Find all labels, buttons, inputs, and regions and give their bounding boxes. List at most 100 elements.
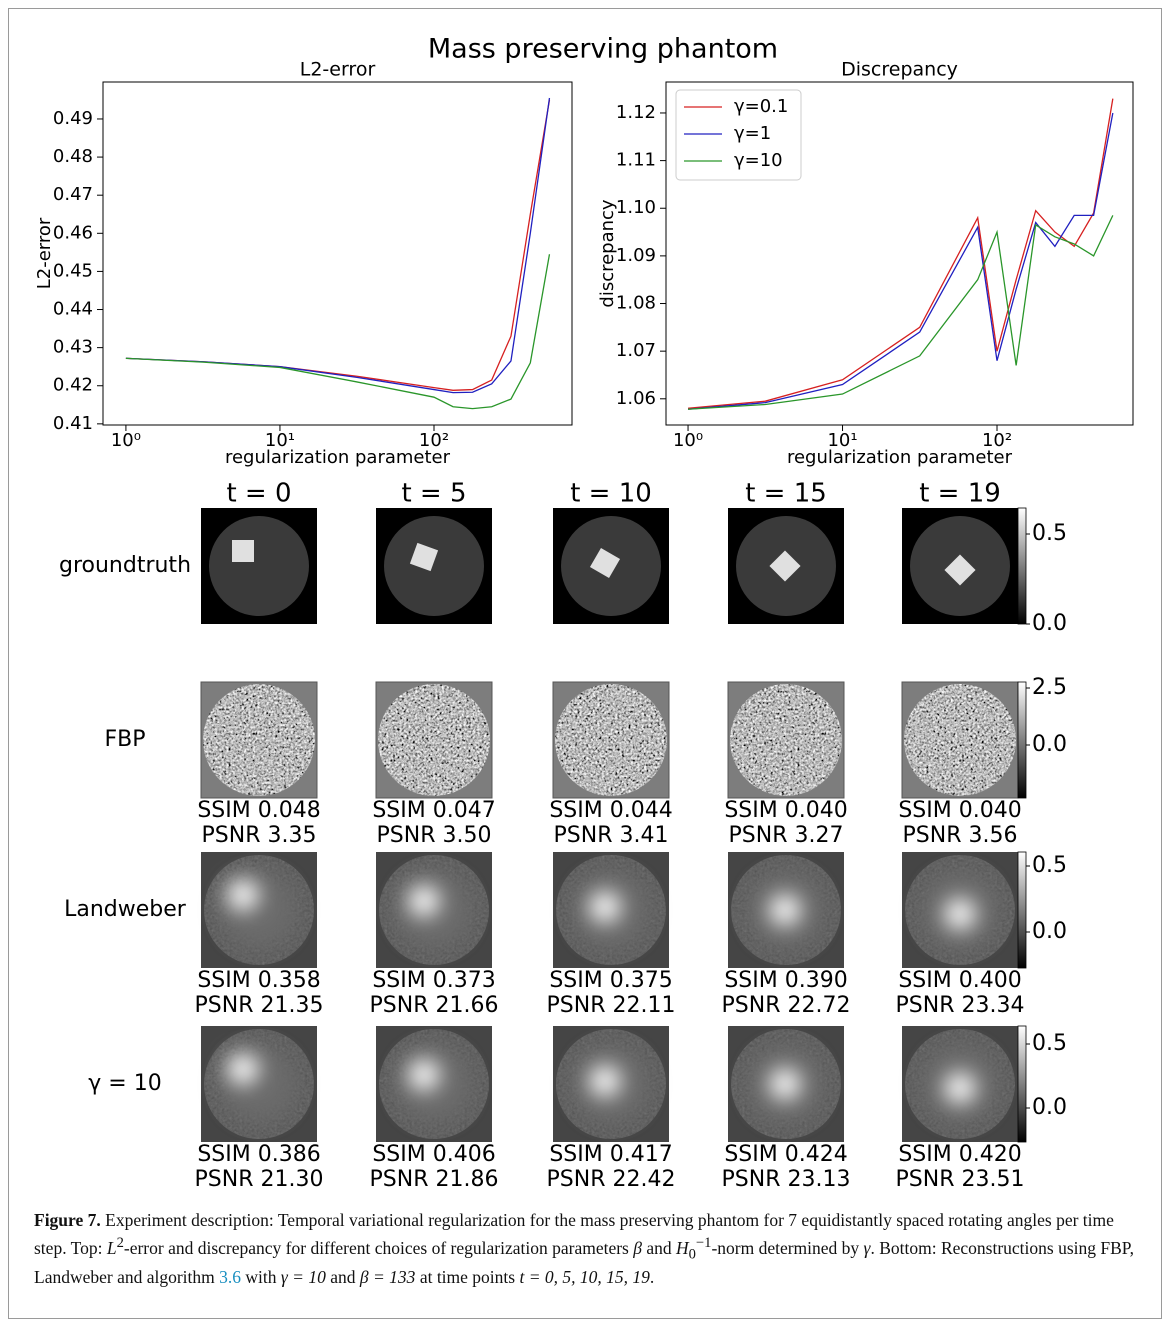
psnr-label: PSNR 21.86: [370, 1167, 499, 1192]
y-tick-label: 1.06: [616, 388, 656, 409]
x-tick-label: 10²: [982, 430, 1012, 451]
psnr-label: PSNR 3.56: [903, 823, 1018, 848]
psnr-label: PSNR 22.42: [547, 1167, 676, 1192]
image: [553, 852, 669, 968]
colorbar-label: 0.0: [1032, 732, 1067, 757]
legend-label: γ=0.1: [734, 96, 788, 117]
x-tick-label: 10⁰: [111, 430, 141, 451]
recon-blob: [227, 1053, 259, 1085]
colorbar-label: 0.5: [1032, 521, 1067, 546]
noise: [904, 684, 1016, 796]
image: [728, 508, 844, 624]
recon-blob: [408, 1059, 440, 1091]
plot-area: [102, 81, 573, 426]
caption-text: -norm determined by: [711, 1237, 864, 1258]
row-label: FBP: [104, 727, 145, 752]
column-title: t = 5: [401, 479, 466, 509]
y-tick-label: 0.45: [53, 260, 93, 281]
series-line: [125, 254, 551, 410]
row-label: groundtruth: [59, 553, 191, 578]
caption-link[interactable]: 3.6: [219, 1267, 242, 1288]
phantom-square: [589, 547, 621, 579]
psnr-label: PSNR 3.50: [377, 823, 492, 848]
y-tick-label: 0.49: [53, 108, 93, 129]
caption-label: Figure 7.: [34, 1210, 101, 1230]
recon-blob: [408, 885, 440, 917]
recon-blob: [589, 1065, 621, 1097]
y-tick-label: 0.48: [53, 146, 93, 167]
caption-math: γ: [863, 1237, 871, 1258]
y-tick-label: 0.42: [53, 375, 93, 396]
colorbar: [1017, 507, 1027, 625]
y-tick-label: 0.43: [53, 337, 93, 358]
ssim-label: SSIM 0.373: [372, 968, 495, 993]
ssim-label: SSIM 0.044: [549, 798, 672, 823]
y-tick-label: 1.09: [616, 245, 656, 266]
image: [201, 508, 317, 624]
phantom-disc: [384, 516, 484, 616]
recon-blob: [769, 894, 801, 926]
caption-math: γ = 10: [280, 1267, 326, 1288]
psnr-label: PSNR 23.34: [896, 993, 1025, 1018]
column-title: t = 0: [226, 479, 291, 509]
psnr-label: PSNR 3.35: [202, 823, 317, 848]
psnr-label: PSNR 3.41: [554, 823, 669, 848]
x-tick-label: 10¹: [265, 430, 295, 451]
image: [728, 852, 844, 968]
image: [201, 852, 317, 968]
psnr-label: PSNR 21.35: [195, 993, 324, 1018]
row-label: Landweber: [64, 897, 187, 922]
y-tick-label: 0.47: [53, 184, 93, 205]
ssim-label: SSIM 0.386: [197, 1142, 320, 1167]
x-axis-label: regularization parameter: [787, 447, 1013, 468]
caption-math: β: [633, 1237, 642, 1258]
series-line: [687, 98, 1114, 409]
recon-blob: [944, 898, 976, 930]
colorbar: [1017, 851, 1027, 969]
y-tick-label: 0.44: [53, 299, 93, 320]
noise: [203, 684, 315, 796]
column-title: t = 19: [919, 479, 1001, 509]
recon-blob: [769, 1068, 801, 1100]
y-axis-label: L2-error: [34, 217, 55, 289]
phantom-disc: [209, 516, 309, 616]
image: [902, 1026, 1018, 1142]
caption-sub: 0: [688, 1246, 696, 1263]
column-title: t = 15: [745, 479, 827, 509]
y-tick-label: 1.12: [616, 102, 656, 123]
colorbar-label: 0.5: [1032, 853, 1067, 878]
caption-math: t = 0, 5, 10, 15, 19: [519, 1267, 650, 1288]
caption-sup: −1: [695, 1235, 712, 1251]
y-axis-label: discrepancy: [597, 199, 618, 308]
ssim-label: SSIM 0.040: [898, 798, 1021, 823]
row-label: γ = 10: [88, 1071, 161, 1096]
ssim-label: SSIM 0.040: [724, 798, 847, 823]
image: [376, 508, 492, 624]
ssim-label: SSIM 0.424: [724, 1142, 847, 1167]
caption-text: Experiment description: Temporal variati…: [34, 1210, 1114, 1258]
image: [553, 1026, 669, 1142]
image: [200, 681, 318, 799]
caption-math: H: [675, 1237, 689, 1258]
figure-frame: [8, 8, 1162, 1319]
ssim-label: SSIM 0.406: [372, 1142, 495, 1167]
x-tick-label: 10¹: [827, 430, 857, 451]
image: [553, 508, 669, 624]
legend-label: γ=10: [734, 150, 783, 171]
chart-title: L2-error: [300, 59, 376, 81]
image: [201, 1026, 317, 1142]
colorbar-label: 2.5: [1032, 675, 1067, 700]
caption-text: -error and discrepancy for different cho…: [123, 1237, 634, 1258]
psnr-label: PSNR 23.51: [896, 1167, 1025, 1192]
ssim-label: SSIM 0.048: [197, 798, 320, 823]
image: [375, 681, 493, 799]
image: [902, 852, 1018, 968]
colorbar: [1017, 681, 1027, 799]
psnr-label: PSNR 21.66: [370, 993, 499, 1018]
recon-blob: [589, 891, 621, 923]
y-tick-label: 0.41: [53, 413, 93, 434]
legend-label: γ=1: [734, 123, 771, 144]
ssim-label: SSIM 0.375: [549, 968, 672, 993]
psnr-label: PSNR 21.30: [195, 1167, 324, 1192]
